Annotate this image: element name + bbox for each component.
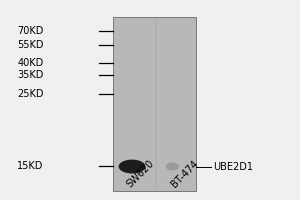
Ellipse shape — [118, 160, 146, 173]
Text: 15KD: 15KD — [17, 161, 44, 171]
Bar — [113, 17, 196, 191]
Text: 25KD: 25KD — [17, 89, 44, 99]
Text: 35KD: 35KD — [17, 70, 44, 80]
Text: 70KD: 70KD — [17, 26, 44, 36]
Text: UBE2D1: UBE2D1 — [213, 162, 253, 172]
Text: SW620: SW620 — [124, 158, 156, 189]
Text: BT-474: BT-474 — [169, 158, 200, 189]
Ellipse shape — [166, 163, 179, 171]
Text: 55KD: 55KD — [17, 40, 44, 50]
Text: 40KD: 40KD — [17, 58, 44, 68]
